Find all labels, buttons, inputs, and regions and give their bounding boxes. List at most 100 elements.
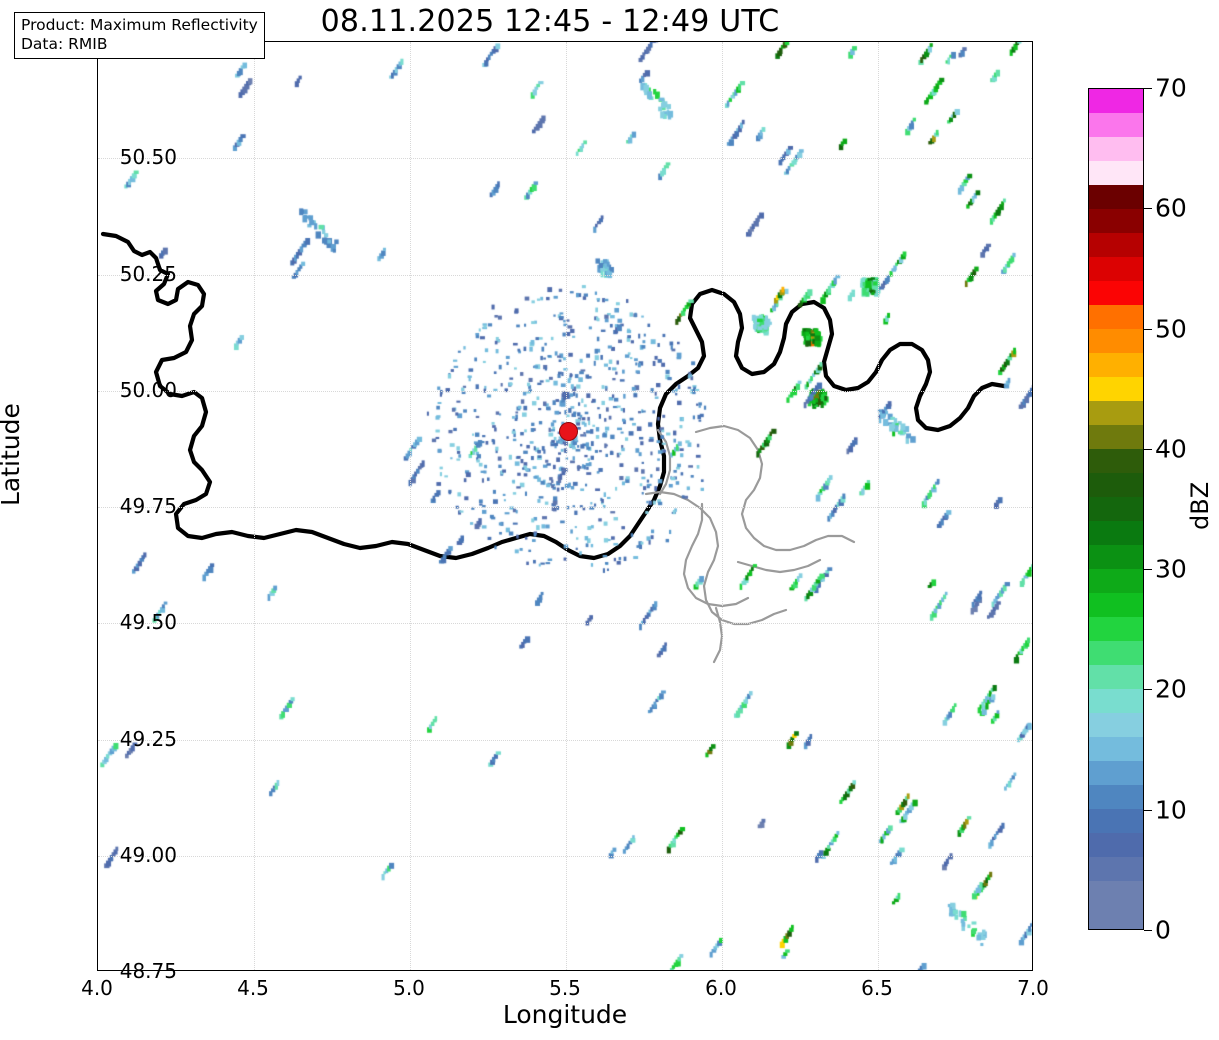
gridline-vertical [254, 42, 255, 970]
colorbar-band [1089, 617, 1143, 641]
colorbar-band [1089, 833, 1143, 857]
gridline-horizontal [98, 507, 1032, 508]
gridline-vertical [878, 42, 879, 970]
colorbar-band [1089, 185, 1143, 209]
x-axis-tick [254, 970, 255, 971]
colorbar-tick [1144, 930, 1152, 931]
colorbar-band [1089, 353, 1143, 377]
y-axis-tick [97, 391, 98, 392]
radar-reflectivity-layer [98, 42, 1032, 970]
y-axis-tick-label: 49.25 [119, 726, 177, 751]
colorbar-tick-label: 10 [1155, 795, 1187, 825]
colorbar-band [1089, 569, 1143, 593]
y-axis-tick-label: 50.50 [119, 145, 177, 170]
x-axis-tick-label: 6.0 [705, 976, 737, 1000]
gridline-horizontal [98, 390, 1032, 392]
colorbar-band [1089, 809, 1143, 833]
x-axis-tick-label: 4.5 [237, 976, 269, 1000]
colorbar-tick-label: 70 [1155, 73, 1187, 103]
x-axis-tick-label: 7.0 [1017, 976, 1049, 1000]
colorbar-band [1089, 521, 1143, 545]
colorbar-band [1089, 905, 1143, 929]
colorbar-band [1089, 881, 1143, 905]
y-axis-tick [97, 623, 98, 624]
colorbar-tick [1144, 328, 1152, 330]
colorbar-band [1089, 641, 1143, 665]
gridline-horizontal [98, 739, 1032, 741]
y-axis-tick-label: 50.00 [119, 377, 177, 402]
x-axis-tick-label: 6.5 [861, 976, 893, 1000]
colorbar-tick-label: 50 [1155, 314, 1187, 344]
colorbar-tick-label: 0 [1155, 915, 1171, 945]
x-axis-tick [566, 970, 567, 971]
colorbar-tick [1144, 689, 1152, 691]
colorbar-band [1089, 857, 1143, 881]
colorbar-label: dBZ [1186, 481, 1214, 530]
colorbar-band [1089, 377, 1143, 401]
gridline-vertical [722, 42, 723, 970]
info-data-line: Data: RMIB [21, 35, 108, 54]
gridline-vertical [410, 42, 411, 970]
y-axis-tick [97, 158, 98, 159]
y-axis-tick-label: 48.75 [119, 959, 177, 983]
colorbar-band [1089, 113, 1143, 137]
y-axis-tick [97, 740, 98, 741]
y-axis-tick-label: 49.00 [119, 842, 177, 867]
y-axis-label: Latitude [0, 403, 25, 506]
x-axis-tick [878, 970, 879, 971]
colorbar-tick [1144, 448, 1152, 450]
y-axis-tick [97, 507, 98, 508]
colorbar-band [1089, 137, 1143, 161]
x-axis-label: Longitude [502, 1000, 628, 1029]
y-axis-tick-label: 49.50 [119, 610, 177, 635]
colorbar-band [1089, 473, 1143, 497]
x-axis-tick-label: 5.0 [393, 976, 425, 1000]
y-axis-tick-label: 49.75 [119, 494, 177, 518]
colorbar-band [1089, 449, 1143, 473]
colorbar-band [1089, 233, 1143, 257]
gridline-horizontal [98, 623, 1032, 625]
colorbar-tick-label: 30 [1155, 554, 1187, 584]
colorbar-band [1089, 89, 1143, 113]
gridline-horizontal [98, 855, 1032, 857]
y-axis-tick [97, 856, 98, 857]
colorbar-tick-label: 60 [1155, 193, 1187, 223]
colorbar-tick [1144, 809, 1152, 811]
colorbar-band [1089, 209, 1143, 233]
info-product-line: Product: Maximum Reflectivity [21, 16, 258, 34]
colorbar-band [1089, 425, 1143, 449]
x-axis-tick-label: 4.0 [81, 976, 113, 1000]
colorbar-band [1089, 257, 1143, 281]
colorbar-band [1089, 665, 1143, 689]
y-axis-tick-label: 50.25 [119, 261, 177, 286]
gridline-horizontal [98, 274, 1032, 276]
colorbar-band [1089, 785, 1143, 809]
colorbar-tick [1144, 88, 1152, 89]
colorbar-band [1089, 713, 1143, 737]
gridline-vertical [566, 42, 567, 970]
gridline-horizontal [98, 158, 1032, 160]
colorbar-band [1089, 281, 1143, 305]
colorbar-band [1089, 689, 1143, 713]
colorbar-band [1089, 161, 1143, 185]
colorbar-tick-label: 40 [1155, 434, 1187, 464]
radar-site-marker [559, 421, 579, 441]
colorbar-band [1089, 737, 1143, 761]
colorbar-band [1089, 593, 1143, 617]
colorbar-band [1089, 761, 1143, 785]
colorbar-band [1089, 329, 1143, 353]
x-axis-tick [410, 970, 411, 971]
x-axis-tick [98, 970, 99, 971]
colorbar-band [1089, 497, 1143, 521]
product-info-box: Product: Maximum Reflectivity Data: RMIB [14, 12, 265, 60]
colorbar-tick [1144, 208, 1152, 210]
colorbar-tick [1144, 569, 1152, 571]
colorbar-band [1089, 305, 1143, 329]
colorbar-band [1089, 545, 1143, 569]
x-axis-tick [722, 970, 723, 971]
radar-map-plot [97, 41, 1033, 971]
colorbar-tick-label: 20 [1155, 674, 1187, 704]
page-title: 08.11.2025 12:45 - 12:49 UTC [320, 4, 780, 39]
colorbar [1088, 88, 1144, 930]
x-axis-tick-label: 5.5 [549, 976, 581, 1000]
